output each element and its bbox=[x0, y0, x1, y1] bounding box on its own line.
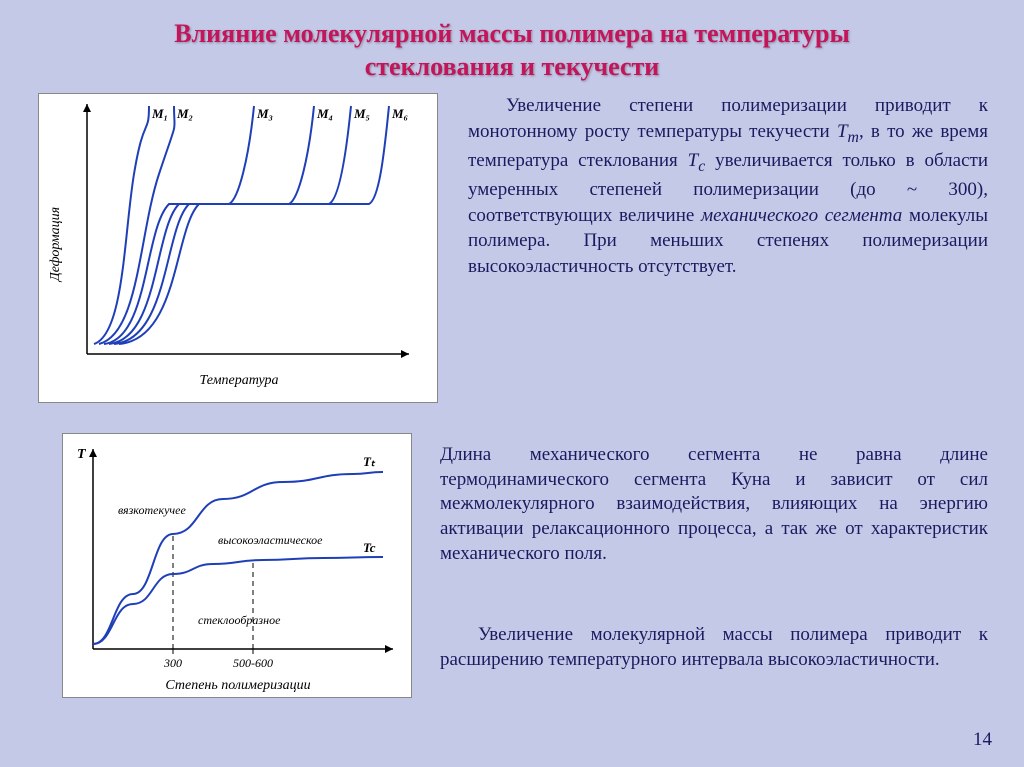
svg-text:Деформация: Деформация bbox=[48, 207, 63, 283]
content-area: Деформация Температура M₁ M₂ M₃ M₄ M₅ M₆ T Степе… bbox=[0, 93, 1024, 750]
svg-text:высокоэластическое: высокоэластическое bbox=[218, 533, 323, 547]
svg-text:Степень полимеризации: Степень полимеризации bbox=[165, 678, 310, 693]
paragraph-2: Длина механического сегмента не равна дл… bbox=[440, 443, 988, 566]
svg-text:500-600: 500-600 bbox=[233, 656, 273, 670]
svg-text:M₅: M₅ bbox=[353, 106, 370, 121]
paragraph-3: Увеличение молекулярной массы полимера п… bbox=[440, 623, 988, 672]
svg-text:T: T bbox=[77, 447, 87, 462]
svg-text:M₆: M₆ bbox=[391, 106, 409, 121]
svg-text:M₁: M₁ bbox=[151, 106, 168, 121]
chart-deformation-vs-temperature: Деформация Температура M₁ M₂ M₃ M₄ M₅ M₆ bbox=[38, 93, 438, 403]
svg-text:стеклообразное: стеклообразное bbox=[198, 613, 281, 627]
title-line2: стеклования и текучести bbox=[365, 52, 660, 81]
chart1-svg: Деформация Температура M₁ M₂ M₃ M₄ M₅ M₆ bbox=[39, 94, 439, 404]
svg-text:вязкотекучее: вязкотекучее bbox=[118, 503, 186, 517]
svg-text:M₄: M₄ bbox=[316, 106, 333, 121]
chart2-svg: T Степень полимеризации 300 500-600 Tₜ Tc вязк… bbox=[63, 434, 413, 699]
slide-title: Влияние молекулярной массы полимера на т… bbox=[0, 0, 1024, 93]
svg-text:300: 300 bbox=[163, 656, 182, 670]
page-number: 14 bbox=[973, 729, 992, 751]
paragraph-1: Увеличение степени полимеризации приводи… bbox=[468, 93, 988, 280]
title-line1: Влияние молекулярной массы полимера на т… bbox=[174, 19, 850, 48]
svg-text:M₃: M₃ bbox=[256, 106, 273, 121]
svg-text:M₂: M₂ bbox=[176, 106, 193, 121]
svg-text:Tc: Tc bbox=[363, 540, 376, 555]
chart-temperature-vs-degree: T Степень полимеризации 300 500-600 Tₜ Tc вязк… bbox=[62, 433, 412, 698]
svg-text:Температура: Температура bbox=[199, 373, 278, 388]
svg-text:Tₜ: Tₜ bbox=[363, 454, 376, 469]
